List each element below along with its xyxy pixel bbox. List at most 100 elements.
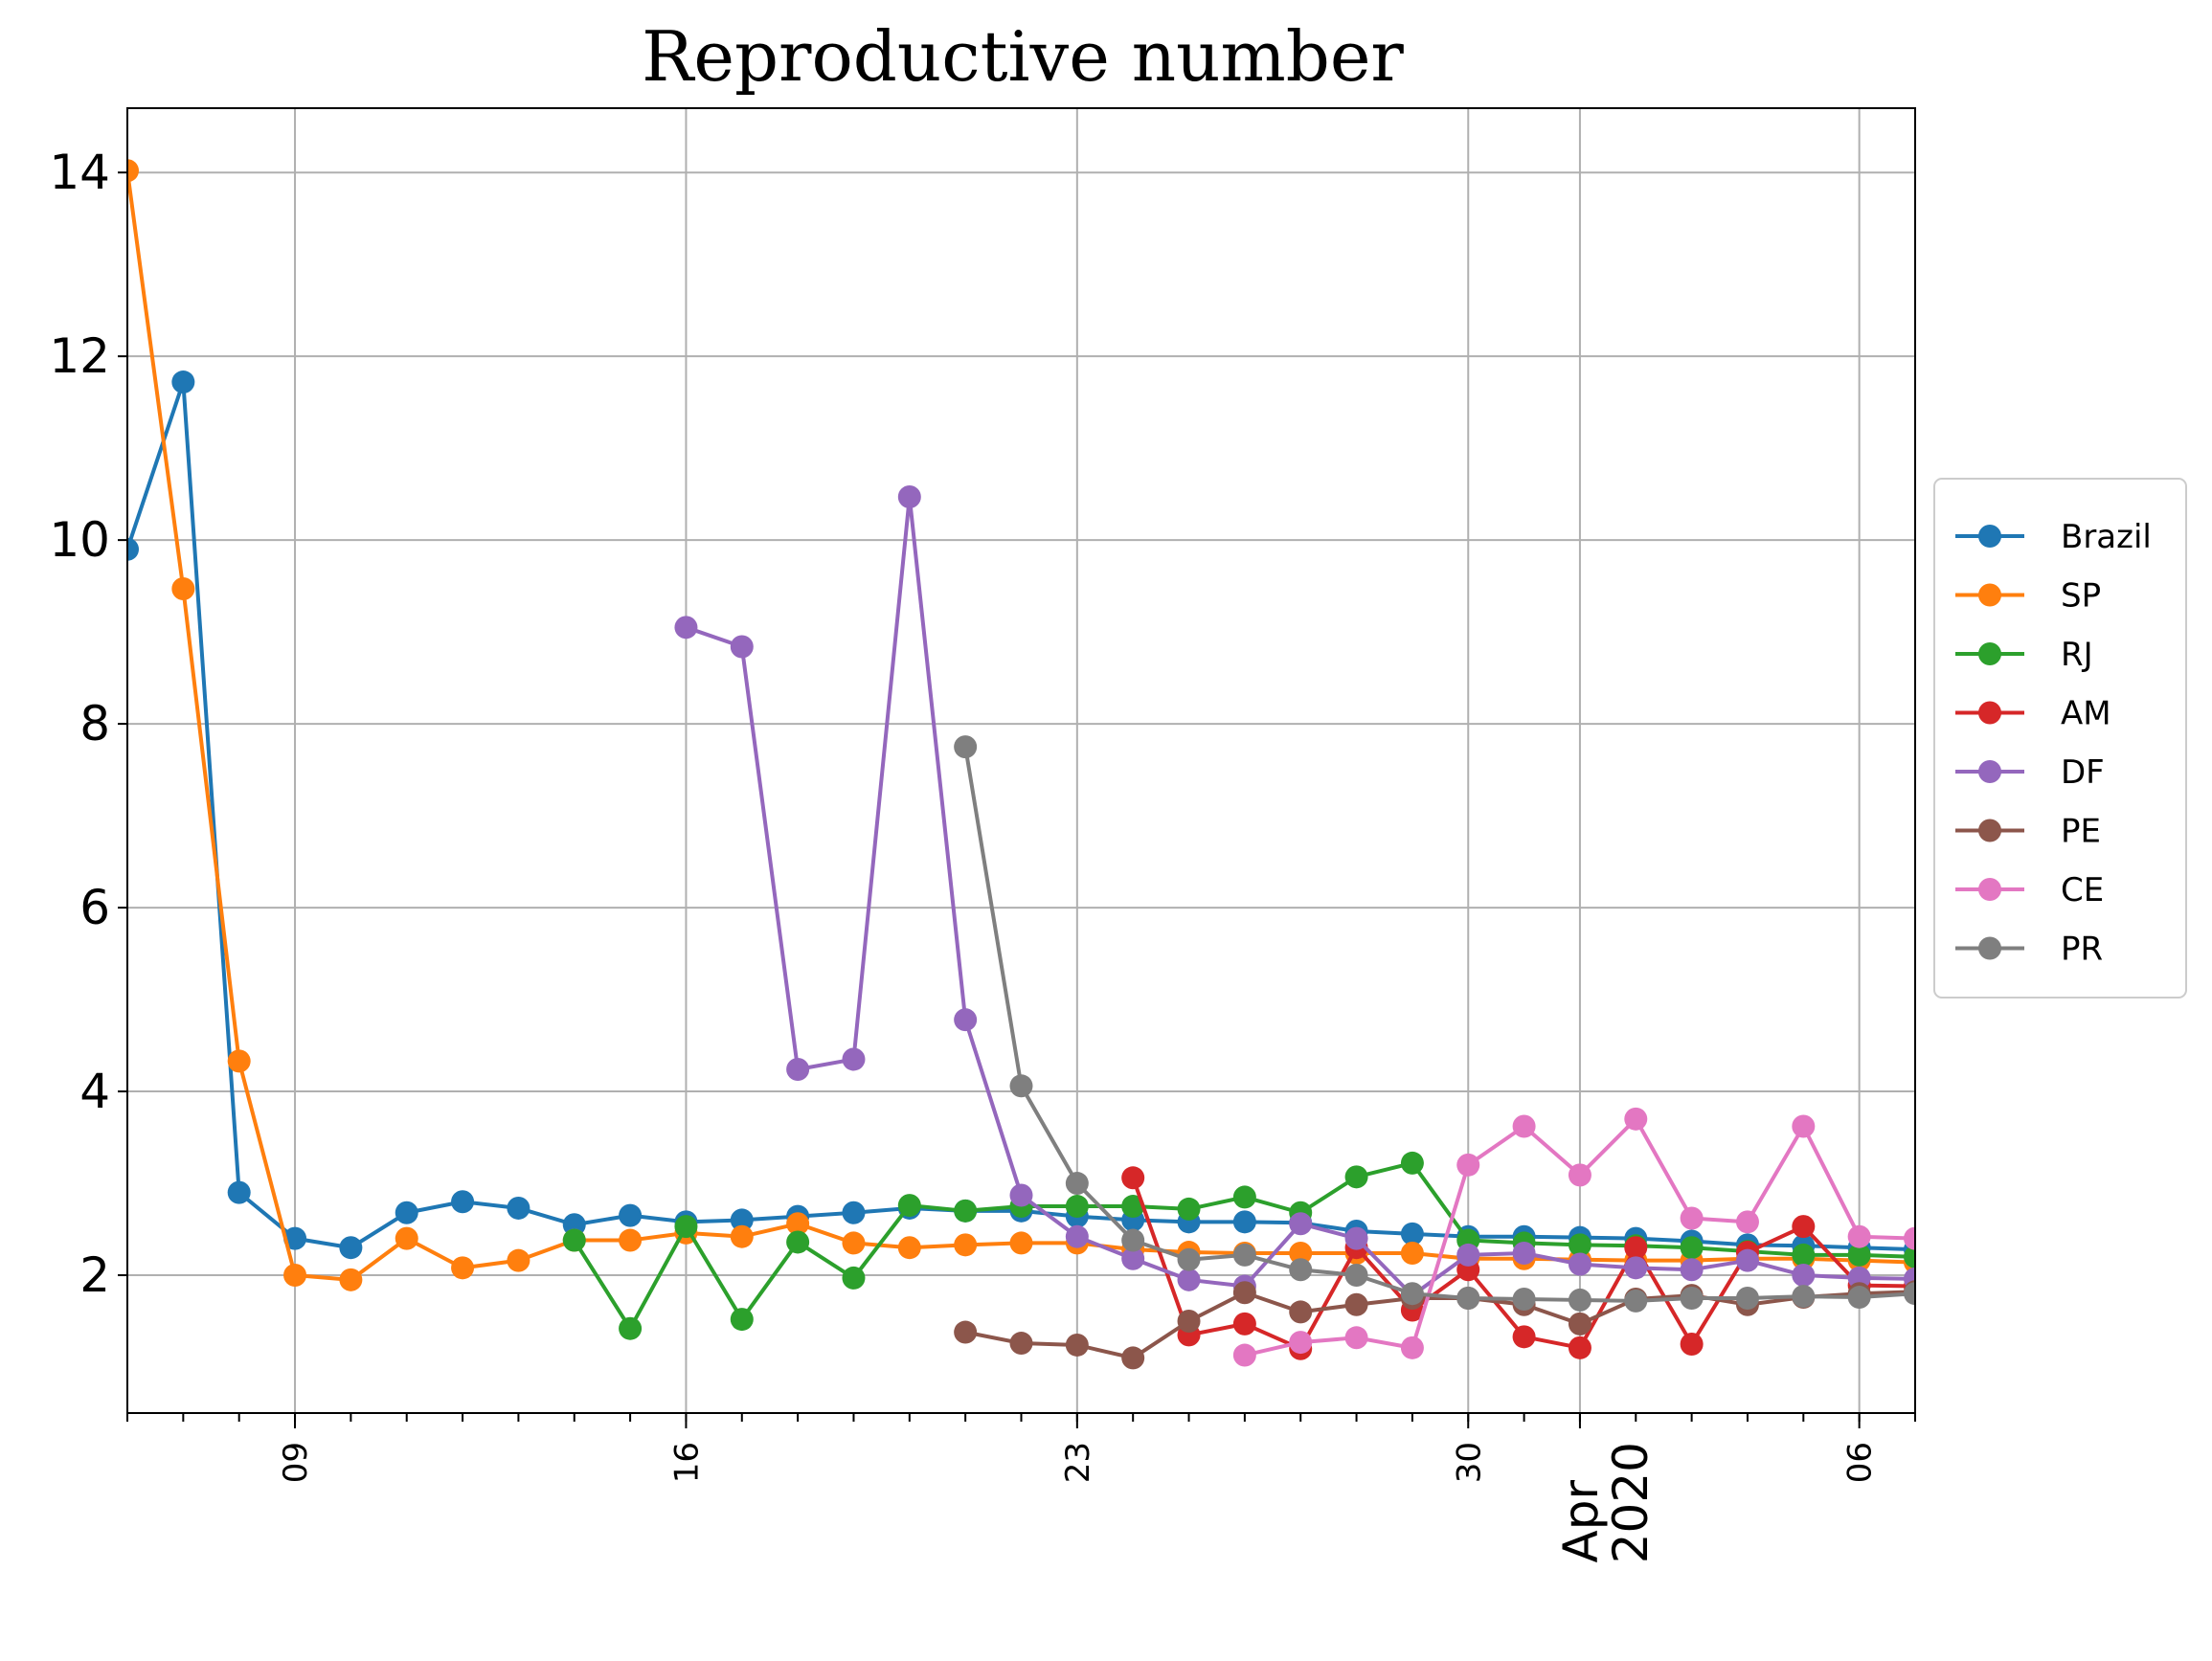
data-point: [1065, 1195, 1089, 1219]
data-point: [1232, 1281, 1256, 1305]
data-point: [1680, 1236, 1704, 1260]
legend-item-sp: SP: [1955, 577, 2101, 616]
data-point: [1065, 1172, 1089, 1196]
data-point: [1735, 1248, 1759, 1272]
data-point: [786, 1230, 810, 1254]
legend-marker: [1978, 819, 2001, 842]
data-point: [786, 1058, 810, 1082]
data-point: [619, 1316, 643, 1340]
legend-label: AM: [2061, 695, 2111, 733]
data-point: [1009, 1332, 1033, 1356]
data-point: [562, 1228, 586, 1252]
data-point: [619, 1228, 643, 1252]
legend-marker: [1978, 878, 2001, 901]
data-point: [842, 1201, 866, 1224]
data-point: [1232, 1185, 1256, 1209]
data-point: [1624, 1236, 1648, 1260]
y-tick-label: 14: [49, 145, 110, 200]
data-point: [1512, 1325, 1536, 1349]
series-df: [674, 485, 1915, 1308]
data-point: [1512, 1241, 1536, 1265]
legend: Brazil SP RJ AM DF PE CE PR: [1933, 478, 2187, 999]
legend-label: CE: [2061, 871, 2104, 909]
data-point: [395, 1226, 418, 1250]
data-point: [507, 1248, 530, 1272]
data-point: [1177, 1268, 1201, 1291]
data-point: [1400, 1241, 1424, 1265]
x-tick-label: 09: [277, 1442, 315, 1483]
legend-item-pe: PE: [1955, 813, 2101, 851]
legend-item-df: DF: [1955, 753, 2105, 792]
y-tick-label: 8: [79, 696, 110, 752]
data-point: [1847, 1286, 1871, 1310]
data-point: [674, 1215, 698, 1239]
data-point: [1400, 1282, 1424, 1306]
x-tick-label: 06: [1841, 1442, 1880, 1483]
data-point: [227, 1180, 251, 1204]
data-point: [1680, 1333, 1704, 1357]
data-point: [1400, 1222, 1424, 1246]
data-point: [954, 1320, 978, 1344]
legend-label: RJ: [2061, 636, 2093, 674]
data-point: [1904, 1282, 1915, 1306]
data-point: [339, 1268, 363, 1291]
data-point: [1624, 1256, 1648, 1280]
chart-title: Reproductive number: [642, 16, 1404, 97]
legend-marker: [1978, 936, 2001, 960]
data-point: [1344, 1226, 1368, 1250]
x-tick-label: 16: [667, 1442, 706, 1483]
data-point: [954, 1008, 978, 1032]
data-point: [842, 1231, 866, 1255]
data-point: [283, 1226, 307, 1250]
data-point: [1847, 1224, 1871, 1248]
series-sp: [127, 159, 1915, 1291]
series-ce: [1232, 1107, 1915, 1367]
legend-marker: [1978, 701, 2001, 725]
data-point: [127, 537, 139, 561]
data-point: [171, 577, 195, 601]
data-point: [730, 1224, 754, 1248]
data-point: [1009, 1231, 1033, 1255]
legend-label: PR: [2061, 931, 2103, 969]
data-point: [1177, 1247, 1201, 1271]
data-point: [1568, 1288, 1591, 1312]
y-tick-label: 6: [79, 880, 110, 935]
data-point: [1456, 1243, 1480, 1267]
data-point: [1121, 1346, 1145, 1370]
legend-label: DF: [2061, 753, 2105, 792]
legend-marker: [1978, 583, 2001, 607]
data-point: [1624, 1107, 1648, 1131]
data-point: [451, 1256, 475, 1280]
data-point: [1121, 1246, 1145, 1270]
data-point: [1512, 1114, 1536, 1138]
y-tick-label: 12: [49, 328, 110, 384]
data-point: [1568, 1336, 1591, 1359]
data-point: [897, 1236, 921, 1260]
data-point: [1847, 1243, 1871, 1267]
data-point: [1400, 1151, 1424, 1175]
data-point: [1344, 1326, 1368, 1350]
legend-item-am: AM: [1955, 695, 2111, 733]
data-point: [954, 735, 978, 759]
data-point: [283, 1264, 307, 1288]
data-point: [1792, 1264, 1816, 1288]
data-point: [1289, 1241, 1313, 1265]
data-point: [842, 1047, 866, 1071]
data-point: [1121, 1166, 1145, 1190]
data-point: [507, 1196, 530, 1220]
series-line: [685, 495, 1915, 1298]
data-point: [1344, 1264, 1368, 1288]
legend-item-brazil: Brazil: [1955, 518, 2152, 556]
data-point: [1735, 1287, 1759, 1311]
legend-label: SP: [2061, 577, 2101, 616]
data-point: [897, 485, 921, 509]
data-point: [674, 616, 698, 640]
data-point: [1792, 1243, 1816, 1267]
legend-marker: [1978, 642, 2001, 665]
legend-box: [1933, 478, 2187, 999]
series-line: [127, 170, 1915, 1282]
data-point: [786, 1212, 810, 1236]
y-tick-label: 2: [79, 1247, 110, 1303]
data-point: [1568, 1163, 1591, 1187]
